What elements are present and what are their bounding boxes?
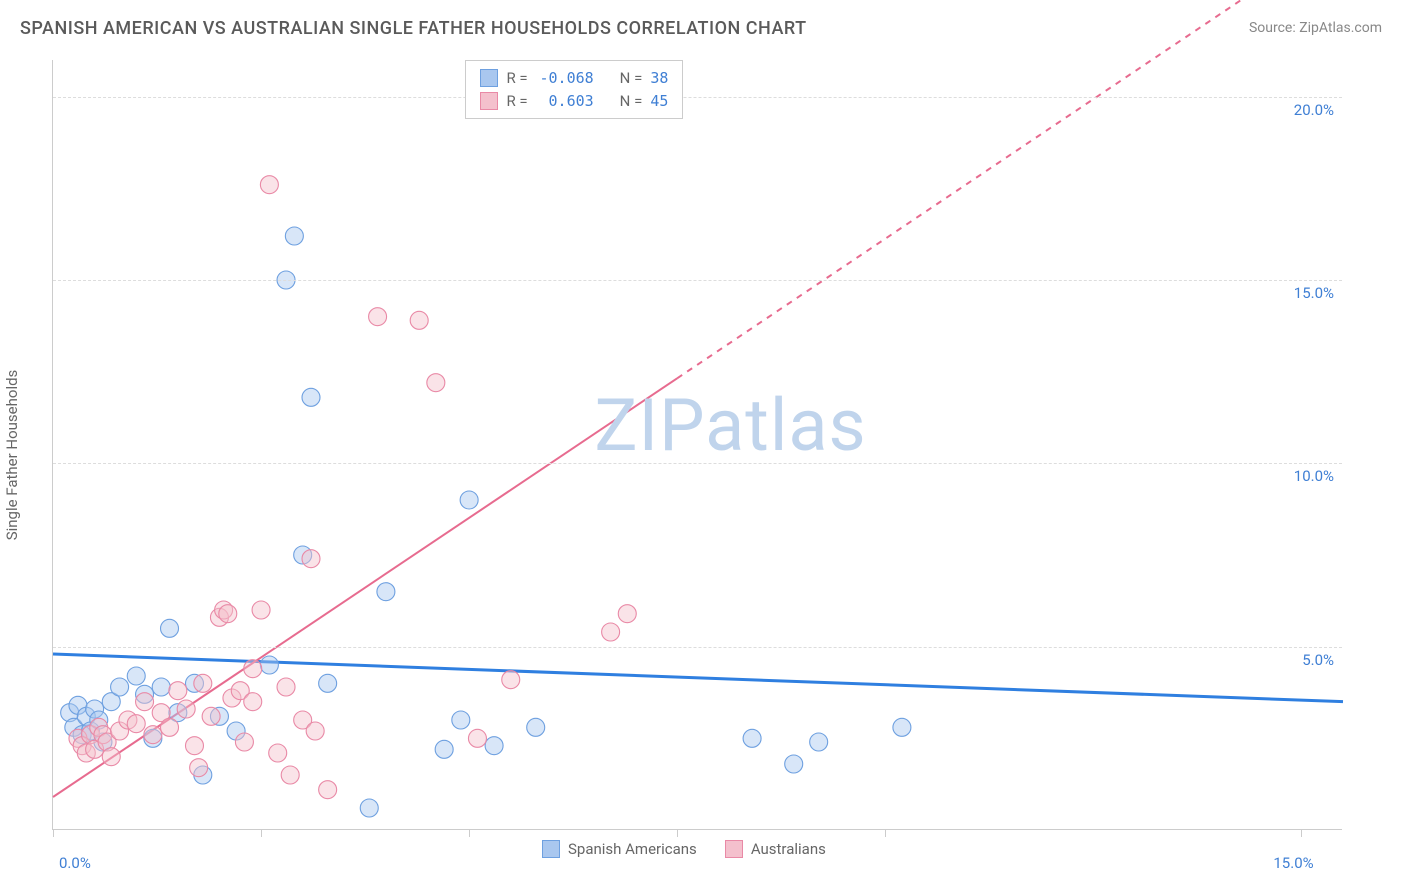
scatter-point — [743, 729, 761, 747]
scatter-point — [277, 678, 295, 696]
scatter-point — [306, 722, 324, 740]
scatter-point — [136, 693, 154, 711]
legend-series-name: Spanish Americans — [568, 840, 697, 858]
y-tick-label: 10.0% — [1294, 467, 1334, 485]
scatter-point — [177, 700, 195, 718]
x-tick — [53, 829, 54, 837]
scatter-point — [161, 718, 179, 736]
x-tick — [261, 829, 262, 837]
n-value: 38 — [650, 67, 668, 90]
scatter-point — [527, 718, 545, 736]
plot-area: ZIPatlas R =-0.068N =38R =0.603N =45 5.0… — [52, 60, 1342, 830]
scatter-point — [260, 656, 278, 674]
scatter-point — [319, 781, 337, 799]
scatter-point — [360, 799, 378, 817]
y-tick-label: 20.0% — [1294, 101, 1334, 119]
gridline — [53, 463, 1342, 464]
scatter-point — [252, 601, 270, 619]
n-label: N = — [620, 67, 643, 90]
legend-swatch — [725, 840, 743, 858]
legend-swatch — [480, 92, 498, 110]
r-value: 0.603 — [536, 90, 594, 113]
scatter-point — [810, 733, 828, 751]
y-axis-label: Single Father Households — [3, 370, 21, 541]
scatter-point — [468, 729, 486, 747]
scatter-point — [185, 737, 203, 755]
scatter-point — [281, 766, 299, 784]
x-tick — [1301, 829, 1302, 837]
x-tick — [469, 829, 470, 837]
scatter-point — [427, 374, 445, 392]
x-tick-label: 0.0% — [59, 854, 91, 872]
scatter-point — [102, 748, 120, 766]
scatter-point — [893, 718, 911, 736]
gridline — [53, 280, 1342, 281]
scatter-point — [452, 711, 470, 729]
source-label: Source: ZipAtlas.com — [1249, 20, 1382, 36]
r-label: R = — [506, 67, 527, 90]
n-value: 45 — [650, 90, 668, 113]
scatter-point — [235, 733, 253, 751]
correlation-legend: R = -0.068 N = 38 R = 0.603 N = 45 — [465, 60, 683, 119]
scatter-point — [194, 674, 212, 692]
scatter-point — [144, 726, 162, 744]
legend-swatch — [542, 840, 560, 858]
legend-stat-row: R = -0.068 N = 38 — [480, 67, 668, 90]
scatter-point — [785, 755, 803, 773]
scatter-point — [127, 715, 145, 733]
scatter-plot-svg — [53, 60, 1342, 829]
scatter-point — [485, 737, 503, 755]
scatter-point — [269, 744, 287, 762]
scatter-point — [460, 491, 478, 509]
y-tick-label: 15.0% — [1294, 284, 1334, 302]
scatter-point — [161, 619, 179, 637]
n-label: N = — [620, 90, 643, 113]
legend-series-name: Australians — [751, 840, 826, 858]
scatter-point — [319, 674, 337, 692]
legend-item: Australians — [725, 840, 826, 858]
scatter-point — [152, 678, 170, 696]
scatter-point — [285, 227, 303, 245]
scatter-point — [618, 605, 636, 623]
scatter-point — [190, 759, 208, 777]
scatter-point — [260, 176, 278, 194]
scatter-point — [602, 623, 620, 641]
x-tick-label: 15.0% — [1273, 854, 1313, 872]
scatter-point — [369, 308, 387, 326]
scatter-point — [202, 707, 220, 725]
gridline — [53, 647, 1342, 648]
x-tick — [885, 829, 886, 837]
scatter-point — [410, 311, 428, 329]
scatter-point — [219, 605, 237, 623]
scatter-point — [435, 740, 453, 758]
legend-swatch — [480, 69, 498, 87]
scatter-point — [111, 678, 129, 696]
y-tick-label: 5.0% — [1302, 651, 1334, 669]
scatter-point — [302, 388, 320, 406]
series-legend: Spanish Americans Australians — [542, 840, 826, 858]
scatter-point — [127, 667, 145, 685]
gridline — [53, 97, 1342, 98]
scatter-point — [169, 682, 187, 700]
chart-title: SPANISH AMERICAN VS AUSTRALIAN SINGLE FA… — [20, 18, 807, 39]
scatter-point — [244, 660, 262, 678]
x-tick — [677, 829, 678, 837]
r-value: -0.068 — [536, 67, 594, 90]
r-label: R = — [506, 90, 527, 113]
scatter-point — [244, 693, 262, 711]
scatter-point — [377, 583, 395, 601]
scatter-point — [502, 671, 520, 689]
legend-item: Spanish Americans — [542, 840, 697, 858]
scatter-point — [302, 550, 320, 568]
legend-stat-row: R = 0.603 N = 45 — [480, 90, 668, 113]
